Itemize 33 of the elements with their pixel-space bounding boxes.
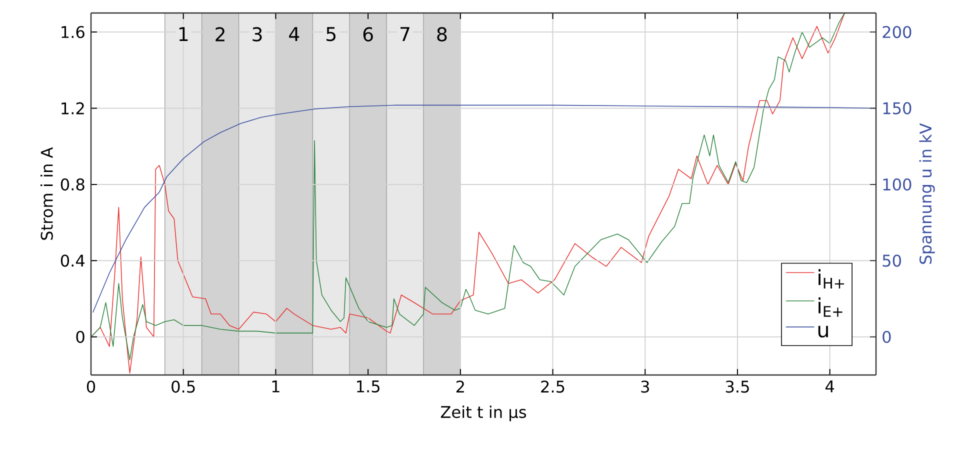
- legend-label: i$_{E+}$: [818, 297, 842, 317]
- x-tick-label: 3.5: [726, 380, 749, 393]
- x-tick-label: 1.5: [357, 380, 380, 393]
- x-tick-label: 2.5: [541, 380, 564, 393]
- y2-tick-label: 200: [882, 26, 912, 38]
- y2-tick-label: 100: [883, 178, 912, 191]
- band-label: 8: [437, 27, 447, 42]
- band-label: 3: [252, 27, 262, 42]
- x-tick-label: 0.5: [172, 380, 195, 393]
- band-label: 4: [289, 27, 300, 41]
- band-label: 1: [179, 27, 188, 41]
- y-tick-label: 1.2: [62, 102, 84, 114]
- x-tick-label: 2: [456, 380, 464, 393]
- x-axis-title: Zeit t in µs: [440, 406, 526, 422]
- x-tick-label: 0: [86, 380, 96, 393]
- x-tick-label: 1: [272, 380, 280, 392]
- band-label: 6: [363, 27, 373, 42]
- y-tick-label: 0.8: [60, 178, 84, 191]
- y2-tick-label: 0: [882, 330, 891, 343]
- x-tick-label: 3: [641, 380, 649, 393]
- y-tick-label: 0: [76, 330, 84, 343]
- y-axis-title: Strom i in A: [40, 147, 53, 240]
- band-label: 5: [326, 27, 336, 42]
- band-label: 2: [216, 27, 224, 42]
- x-tick-label: 4: [826, 380, 834, 392]
- legend-label: i$_{H+}$: [818, 269, 844, 289]
- y2-axis-title: Spannung u in kV: [919, 123, 935, 264]
- y2-tick-label: 50: [882, 254, 901, 267]
- y2-tick-label: 150: [883, 102, 912, 114]
- band-label: 7: [400, 27, 410, 41]
- y-tick-label: 1.6: [62, 26, 84, 38]
- y-tick-label: 0.4: [60, 254, 85, 267]
- legend-label: u: [818, 326, 828, 338]
